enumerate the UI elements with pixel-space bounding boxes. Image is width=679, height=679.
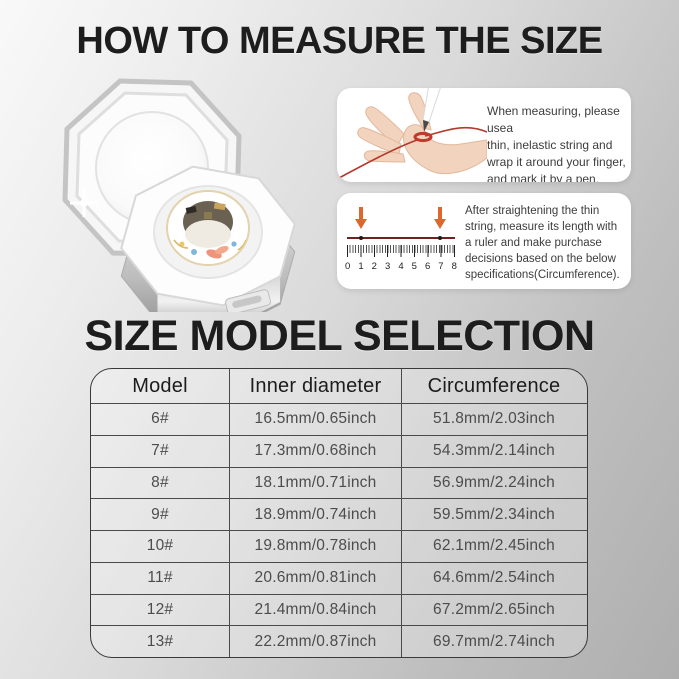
ruler-number: 3 <box>384 261 391 272</box>
table-cell: 10# <box>91 531 230 562</box>
table-row: 6# 16.5mm/0.65inch 51.8mm/2.03inch <box>91 403 587 435</box>
table-cell: 69.7mm/2.74inch <box>433 632 555 650</box>
string-graphic <box>338 126 487 179</box>
ruler-number: 7 <box>438 261 444 272</box>
ring-floral-decor <box>173 239 247 259</box>
string-mark-left <box>359 236 363 240</box>
string-mark-right <box>438 236 442 240</box>
measure-instruction-text: When measuring, please usea thin, inelas… <box>487 104 626 182</box>
table-cell: 17.3mm/0.68inch <box>230 435 402 467</box>
table-cell: 20.6mm/0.81inch <box>230 562 402 594</box>
ruler-number: 6 <box>424 261 431 272</box>
table-cell: 64.6mm/2.54inch <box>433 569 555 587</box>
table-cell: 18.9mm/0.74inch <box>230 499 402 530</box>
ruler-ticks-major <box>347 245 455 257</box>
table-cell: 9# <box>91 499 230 530</box>
table-header-cell: Model <box>91 369 230 403</box>
size-table: Model Inner diameter Circumference 6# 16.5m… <box>90 368 588 658</box>
table-cell: 51.8mm/2.03inch <box>433 410 555 428</box>
smart-ring <box>166 190 250 266</box>
table-row: 9# 18.9mm/0.74inch 59.5mm/2.34inch <box>91 498 587 530</box>
hand-measuring-illustration <box>338 88 487 179</box>
table-cell: 19.8mm/0.78inch <box>230 531 402 562</box>
ruler-number: 0 <box>345 261 351 272</box>
table-row: 13# 22.2mm/0.87inch 69.7mm/2.74inch <box>91 625 587 657</box>
table-cell: 18.1mm/0.71inch <box>230 467 402 499</box>
table-row: 10# 19.8mm/0.78inch 62.1mm/2.45inch <box>91 530 587 562</box>
product-image <box>20 60 326 334</box>
page-title-size-selection: SIZE MODEL SELECTION <box>84 312 595 360</box>
table-row: 7# 17.3mm/0.68inch 54.3mm/2.14inch <box>91 434 587 467</box>
table-cell: 56.9mm/2.24inch <box>433 473 555 491</box>
table-header-cell: Circumference <box>427 374 561 397</box>
pen-graphic <box>422 88 441 132</box>
table-cell: 7# <box>91 435 230 467</box>
ruler-instruction-text: After straightening the thin string, mea… <box>465 205 620 282</box>
table-row: 12# 21.4mm/0.84inch 67.2mm/2.65inch <box>91 593 587 626</box>
table-cell: 59.5mm/2.34inch <box>433 505 555 523</box>
table-header-cell: Inner diameter <box>230 369 402 403</box>
ruler-number: 5 <box>411 261 417 272</box>
table-cell: 11# <box>91 562 230 594</box>
table-row: 8# 18.1mm/0.71inch 56.9mm/2.24inch <box>91 466 587 499</box>
ruler-number: 2 <box>371 261 377 272</box>
page-title-measure: HOW TO MEASURE THE SIZE <box>76 20 603 62</box>
string-line <box>347 237 455 239</box>
table-cell: 54.3mm/2.14inch <box>433 442 555 460</box>
ruler-arrow-left <box>355 207 367 231</box>
table-row: 11# 20.6mm/0.81inch 64.6mm/2.54inch <box>91 561 587 594</box>
sparkle-highlight <box>70 189 98 217</box>
ruler-number: 8 <box>451 261 457 272</box>
table-cell: 21.4mm/0.84inch <box>230 594 402 626</box>
instruction-card-measure: When measuring, please usea thin, inelas… <box>337 88 631 182</box>
table-cell: 13# <box>91 626 230 657</box>
table-cell: 22.2mm/0.87inch <box>230 626 402 657</box>
case-latch <box>225 289 271 315</box>
smart-ring-case-illustration <box>62 78 296 334</box>
table-cell: 67.2mm/2.65inch <box>433 600 555 618</box>
table-cell: 12# <box>91 594 230 626</box>
table-cell: 16.5mm/0.65inch <box>230 404 402 435</box>
table-cell: 6# <box>91 404 230 435</box>
case-base <box>120 165 296 334</box>
table-header-row: Model Inner diameter Circumference <box>91 369 587 403</box>
ruler-arrow-right <box>434 207 446 231</box>
ruler-number: 1 <box>358 261 364 272</box>
table-cell: 62.1mm/2.45inch <box>433 537 555 555</box>
ruler-number: 4 <box>398 261 404 272</box>
table-cell: 8# <box>91 467 230 499</box>
